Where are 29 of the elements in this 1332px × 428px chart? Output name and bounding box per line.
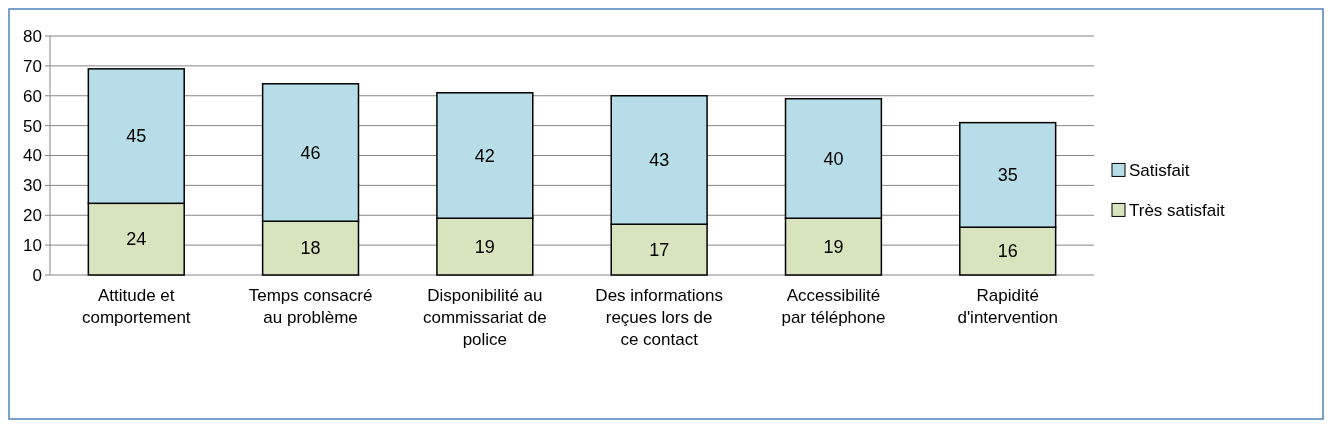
y-tick-label: 70	[23, 56, 42, 76]
data-label: 24	[126, 229, 147, 250]
legend-label: Satisfait	[1129, 161, 1190, 181]
data-label: 35	[997, 165, 1018, 186]
x-tick-label: Des informations reçues lors de ce contact	[595, 286, 723, 349]
data-label: 16	[997, 241, 1018, 262]
x-tick-label: Rapidité d'intervention	[957, 286, 1059, 327]
x-tick-label: Attitude et comportement	[81, 286, 191, 327]
data-label: 19	[823, 236, 844, 257]
data-label: 18	[300, 238, 321, 259]
legend-label: Très satisfait	[1129, 201, 1225, 221]
x-tick-label: Accessibilité par téléphone	[781, 286, 886, 327]
data-label: 43	[649, 150, 670, 171]
y-tick-label: 0	[32, 265, 42, 285]
y-tick-label: 30	[23, 176, 42, 196]
y-tick-label: 50	[23, 116, 42, 136]
y-tick-label: 20	[23, 206, 42, 226]
data-label: 19	[474, 236, 495, 257]
data-label: 45	[126, 126, 147, 147]
x-tick-label: Disponibilité au commissariat de police	[422, 286, 547, 349]
data-label: 17	[649, 239, 670, 260]
y-tick-label: 60	[23, 86, 42, 106]
x-tick-label: Temps consacré au problème	[248, 286, 373, 327]
data-label: 46	[300, 142, 321, 163]
y-tick-label: 10	[23, 236, 42, 256]
y-tick-label: 80	[23, 26, 42, 46]
y-tick-label: 40	[23, 146, 42, 166]
data-label: 40	[823, 148, 844, 169]
data-label: 42	[474, 145, 495, 166]
